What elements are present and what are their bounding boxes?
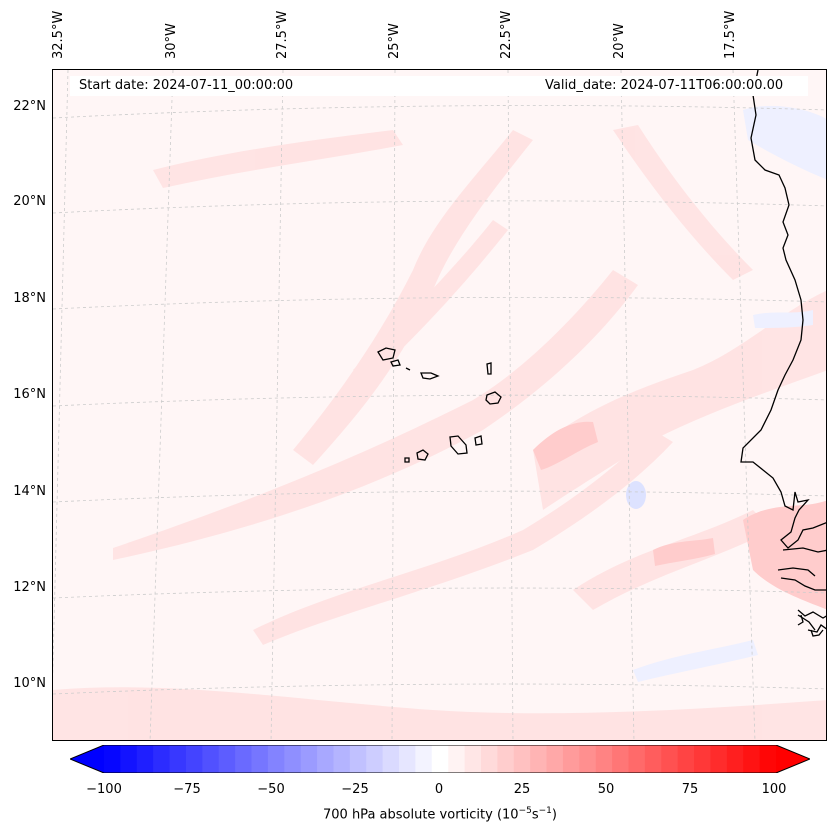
cape-verde-islands (377, 347, 502, 463)
lat-label-10n: 10°N (13, 676, 46, 691)
colorbar-segment (579, 745, 597, 773)
colorbar-segment (661, 745, 679, 773)
colorbar-segment (726, 745, 744, 773)
colorbar-tick-50: 50 (597, 782, 615, 797)
colorbar-segment (300, 745, 318, 773)
colorbar-tick-0: 0 (434, 782, 444, 797)
colorbar-segment (366, 745, 384, 773)
island-sao-nicolau (420, 372, 440, 380)
colorbar-segment (251, 745, 269, 773)
colorbar-segment (644, 745, 662, 773)
colorbar-segment (595, 745, 613, 773)
colorbar-segment (382, 745, 400, 773)
colorbar-segment (546, 745, 564, 773)
colorbar-segment (218, 745, 236, 773)
island-santa-luzia (405, 367, 411, 371)
island-brava (404, 457, 410, 463)
colorbar-tick-minus-50: −50 (257, 782, 285, 797)
colorbar-min-arrow (70, 745, 104, 773)
colorbar-segment (153, 745, 171, 773)
colorbar-segment (104, 745, 121, 773)
colorbar-segment (612, 745, 629, 773)
map-canvas (53, 70, 826, 740)
colorbar-segment (415, 745, 433, 773)
lat-label-20n: 20°N (13, 194, 46, 209)
vorticity-map (52, 69, 827, 741)
lon-label-25w: 25°W (387, 23, 402, 59)
lat-label-18n: 18°N (13, 291, 46, 306)
lat-label-14n: 14°N (13, 484, 46, 499)
colorbar-segment (267, 745, 285, 773)
colorbar-segment (202, 745, 220, 773)
colorbar-segment (497, 745, 515, 773)
colorbar-tick-25: 25 (513, 782, 531, 797)
strong-positive-patches (533, 421, 826, 610)
island-boa-vista (485, 391, 502, 405)
colorbar-segment (628, 745, 646, 773)
colorbar-segment (399, 745, 416, 773)
africa-coastline (740, 70, 826, 637)
colorbar-tick-minus-100: −100 (86, 782, 122, 797)
lon-label-30w: 30°W (164, 23, 179, 59)
island-sao-vicente (390, 359, 401, 367)
start-date-label: Start date: 2024-07-11_00:00:00 (79, 78, 294, 93)
colorbar-segment (284, 745, 302, 773)
lat-label-16n: 16°N (13, 387, 46, 402)
island-maio (474, 435, 483, 446)
colorbar-segment (562, 745, 580, 773)
lon-label-17-5w: 17.5°W (723, 10, 738, 59)
lon-label-22-5w: 22.5°W (499, 10, 514, 59)
lat-label-22n: 22°N (13, 99, 46, 114)
colorbar-segment (513, 745, 531, 773)
colorbar-segment (136, 745, 154, 773)
colorbar-segment (694, 745, 711, 773)
colorbar-segment (480, 745, 498, 773)
colorbar-segment (759, 745, 777, 773)
valid-date-label: Valid_date: 2024-07-11T06:00:00.00 (545, 78, 784, 93)
colorbar-segment (235, 745, 253, 773)
colorbar-segment (333, 745, 351, 773)
colorbar-segment (169, 745, 187, 773)
island-sal (486, 362, 492, 375)
colorbar-segment (185, 745, 203, 773)
lon-label-20w: 20°W (612, 23, 627, 59)
colorbar-tick-75: 75 (681, 782, 699, 797)
lon-label-32-5w: 32.5°W (51, 10, 66, 59)
colorbar-segment (677, 745, 695, 773)
info-strip (70, 76, 808, 96)
negative-vorticity-patches (626, 105, 826, 682)
island-fogo (416, 449, 429, 461)
colorbar-segment (448, 745, 466, 773)
colorbar-segment (464, 745, 482, 773)
colorbar (68, 744, 812, 777)
colorbar-caption: 700 hPa absolute vorticity (10−5s−1) (323, 806, 557, 823)
colorbar-segment (743, 745, 761, 773)
colorbar-segment (120, 745, 138, 773)
colorbar-segment (431, 745, 449, 773)
gridlines (53, 70, 826, 740)
colorbar-segment (317, 745, 334, 773)
lon-label-27-5w: 27.5°W (275, 10, 290, 59)
colorbar-segment (530, 745, 548, 773)
colorbar-svg (68, 744, 812, 777)
colorbar-tick-minus-75: −75 (173, 782, 201, 797)
island-santiago (449, 435, 468, 455)
lat-label-12n: 12°N (13, 580, 46, 595)
colorbar-segment (349, 745, 367, 773)
colorbar-tick-100: 100 (761, 782, 787, 797)
colorbar-tick-minus-25: −25 (341, 782, 369, 797)
island-santo-antao (377, 347, 396, 361)
colorbar-segment (710, 745, 728, 773)
colorbar-max-arrow (776, 745, 810, 773)
